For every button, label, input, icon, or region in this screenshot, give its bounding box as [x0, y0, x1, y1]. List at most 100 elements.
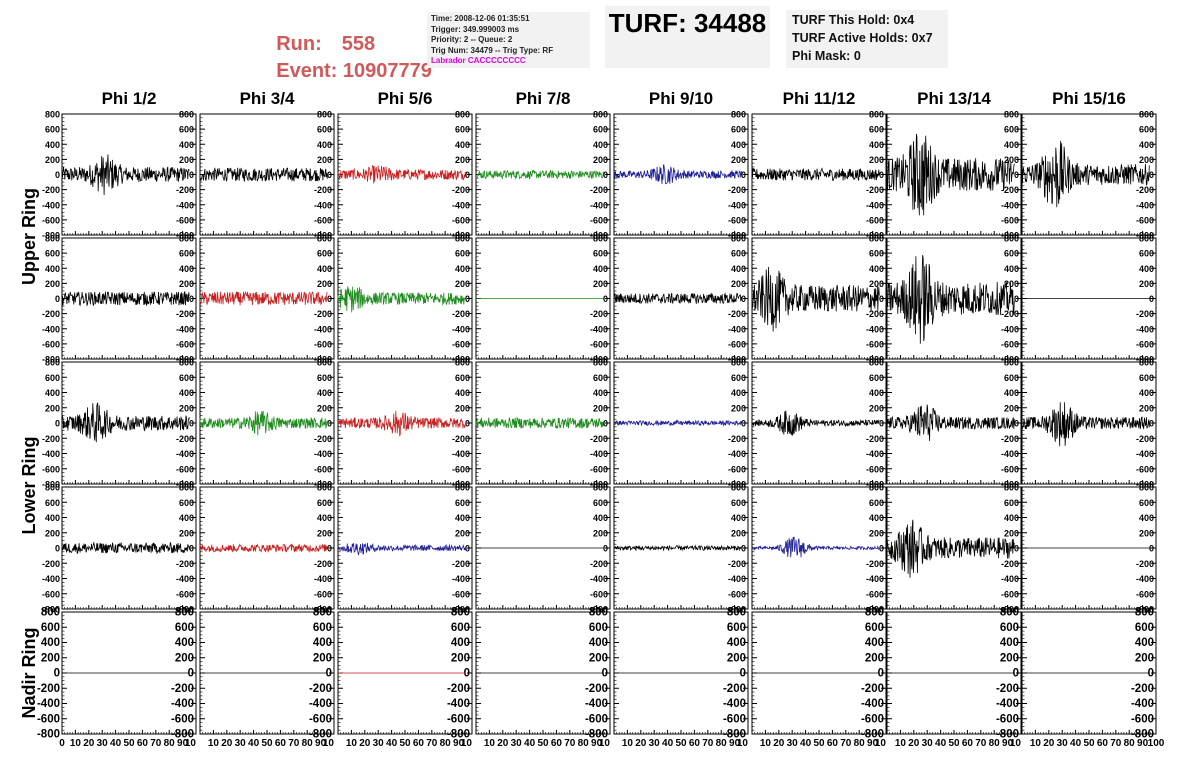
y-tick-label-right: 0: [1014, 170, 1019, 180]
y-tick-label-right: 0: [465, 294, 470, 304]
y-tick-label-right: 400: [593, 513, 608, 523]
y-tick-label-right: -400: [176, 200, 194, 210]
y-tick-label-right: -800: [861, 729, 884, 741]
y-tick-label-left: -200: [42, 185, 60, 195]
y-tick-label-left: -400: [37, 698, 60, 710]
y-tick-label-right: -200: [728, 185, 746, 195]
y-tick-label-right: -400: [1131, 698, 1154, 710]
y-tick-label-right: 400: [727, 637, 746, 649]
y-tick-label-right: 200: [455, 403, 470, 413]
y-tick-label-right: -200: [1001, 434, 1019, 444]
y-tick-label-right: -600: [1001, 464, 1019, 474]
waveform-trace: [1021, 140, 1150, 208]
y-tick-label-right: -800: [1131, 729, 1154, 741]
y-tick-label-right: 800: [731, 110, 746, 120]
y-tick-label-right: -200: [866, 185, 884, 195]
y-tick-label-right: 800: [593, 234, 608, 244]
y-tick-label-right: -200: [866, 559, 884, 569]
waveform-trace: [337, 165, 466, 184]
y-tick-label-right: 0: [189, 294, 194, 304]
y-tick-label-right: -200: [728, 559, 746, 569]
y-tick-label-right: -600: [1136, 464, 1154, 474]
y-tick-label-right: -200: [590, 434, 608, 444]
y-tick-label-right: 800: [1139, 358, 1154, 368]
y-tick-label-right: 200: [593, 155, 608, 165]
y-tick-label-right: -800: [447, 729, 470, 741]
y-tick-label-right: -400: [1136, 324, 1154, 334]
y-tick-label-right: 600: [593, 498, 608, 508]
y-tick-label-right: 600: [731, 373, 746, 383]
y-tick-label-right: 200: [1139, 155, 1154, 165]
y-tick-label-right: 400: [455, 388, 470, 398]
y-tick-label-right: -200: [1001, 309, 1019, 319]
y-tick-label-right: 0: [603, 419, 608, 429]
y-tick-label-right: 800: [179, 483, 194, 493]
y-tick-label-right: 200: [179, 528, 194, 538]
y-tick-label-left: 200: [45, 403, 60, 413]
y-tick-label-right: -600: [590, 215, 608, 225]
y-tick-label-right: 800: [593, 483, 608, 493]
turf-hold: TURF This Hold: 0x4: [792, 13, 915, 27]
y-tick-label-right: -400: [723, 698, 746, 710]
y-tick-label-right: 800: [317, 234, 332, 244]
y-tick-label-right: 200: [869, 403, 884, 413]
y-tick-label-right: -800: [309, 729, 332, 741]
y-tick-label-right: -400: [866, 200, 884, 210]
y-tick-label-right: 0: [602, 668, 608, 680]
y-tick-label-left: 200: [41, 652, 60, 664]
waveform-trace: [751, 167, 880, 182]
y-tick-label-right: 200: [313, 652, 332, 664]
y-tick-label-right: 200: [317, 279, 332, 289]
y-tick-label-right: -600: [176, 589, 194, 599]
y-tick-label-right: 400: [1000, 637, 1019, 649]
y-tick-label-right: 200: [1139, 403, 1154, 413]
y-tick-label-right: -800: [590, 480, 608, 490]
y-tick-label-right: 400: [317, 140, 332, 150]
waveform-trace: [337, 542, 466, 556]
y-tick-label-left: 600: [41, 622, 60, 634]
y-tick-label-right: -400: [176, 324, 194, 334]
y-tick-label-right: 800: [731, 483, 746, 493]
y-tick-label-right: 400: [593, 388, 608, 398]
y-tick-label-right: 200: [317, 155, 332, 165]
y-tick-label-right: 0: [741, 419, 746, 429]
y-tick-label-right: -600: [176, 215, 194, 225]
y-tick-label-right: -600: [861, 713, 884, 725]
y-tick-label-right: 800: [455, 110, 470, 120]
y-tick-label-right: 800: [1135, 607, 1154, 619]
y-tick-label-left: -800: [42, 480, 60, 490]
waveform-trace: [475, 169, 604, 180]
y-tick-label-right: -600: [1001, 339, 1019, 349]
y-tick-label-right: -600: [314, 589, 332, 599]
waveform-trace: [337, 410, 466, 437]
turf-title: TURF: 34488: [608, 8, 767, 38]
y-tick-label-right: 600: [1139, 373, 1154, 383]
trignum-line: Trig Num: 34479 -- Trig Type: RF: [431, 45, 554, 55]
y-tick-label-right: 400: [451, 637, 470, 649]
turf-active-holds: TURF Active Holds: 0x7: [792, 31, 933, 45]
y-tick-label-right: -600: [728, 589, 746, 599]
y-tick-label-left: 800: [41, 607, 60, 619]
y-tick-label-right: -600: [866, 464, 884, 474]
y-tick-label-right: -600: [590, 464, 608, 474]
y-tick-label-right: -800: [728, 480, 746, 490]
y-tick-label-right: 800: [317, 358, 332, 368]
y-tick-label-right: 200: [1004, 403, 1019, 413]
y-tick-label-right: 0: [327, 170, 332, 180]
y-tick-label-right: -600: [1001, 589, 1019, 599]
y-tick-label-right: 400: [1139, 513, 1154, 523]
y-tick-label-right: -400: [585, 698, 608, 710]
y-tick-label-left: -400: [42, 200, 60, 210]
y-tick-label-right: -400: [1136, 574, 1154, 584]
waveform-trace: [1021, 402, 1150, 447]
y-tick-label-right: 800: [1139, 483, 1154, 493]
waveform-trace: [199, 290, 328, 306]
y-tick-label-right: 0: [1149, 544, 1154, 554]
y-tick-label-right: 600: [1004, 125, 1019, 135]
y-tick-label-right: 400: [1139, 140, 1154, 150]
y-tick-label-right: 0: [327, 419, 332, 429]
y-tick-label-right: 600: [455, 125, 470, 135]
y-tick-label-right: 600: [593, 373, 608, 383]
column-title: Phi 15/16: [1052, 89, 1126, 108]
